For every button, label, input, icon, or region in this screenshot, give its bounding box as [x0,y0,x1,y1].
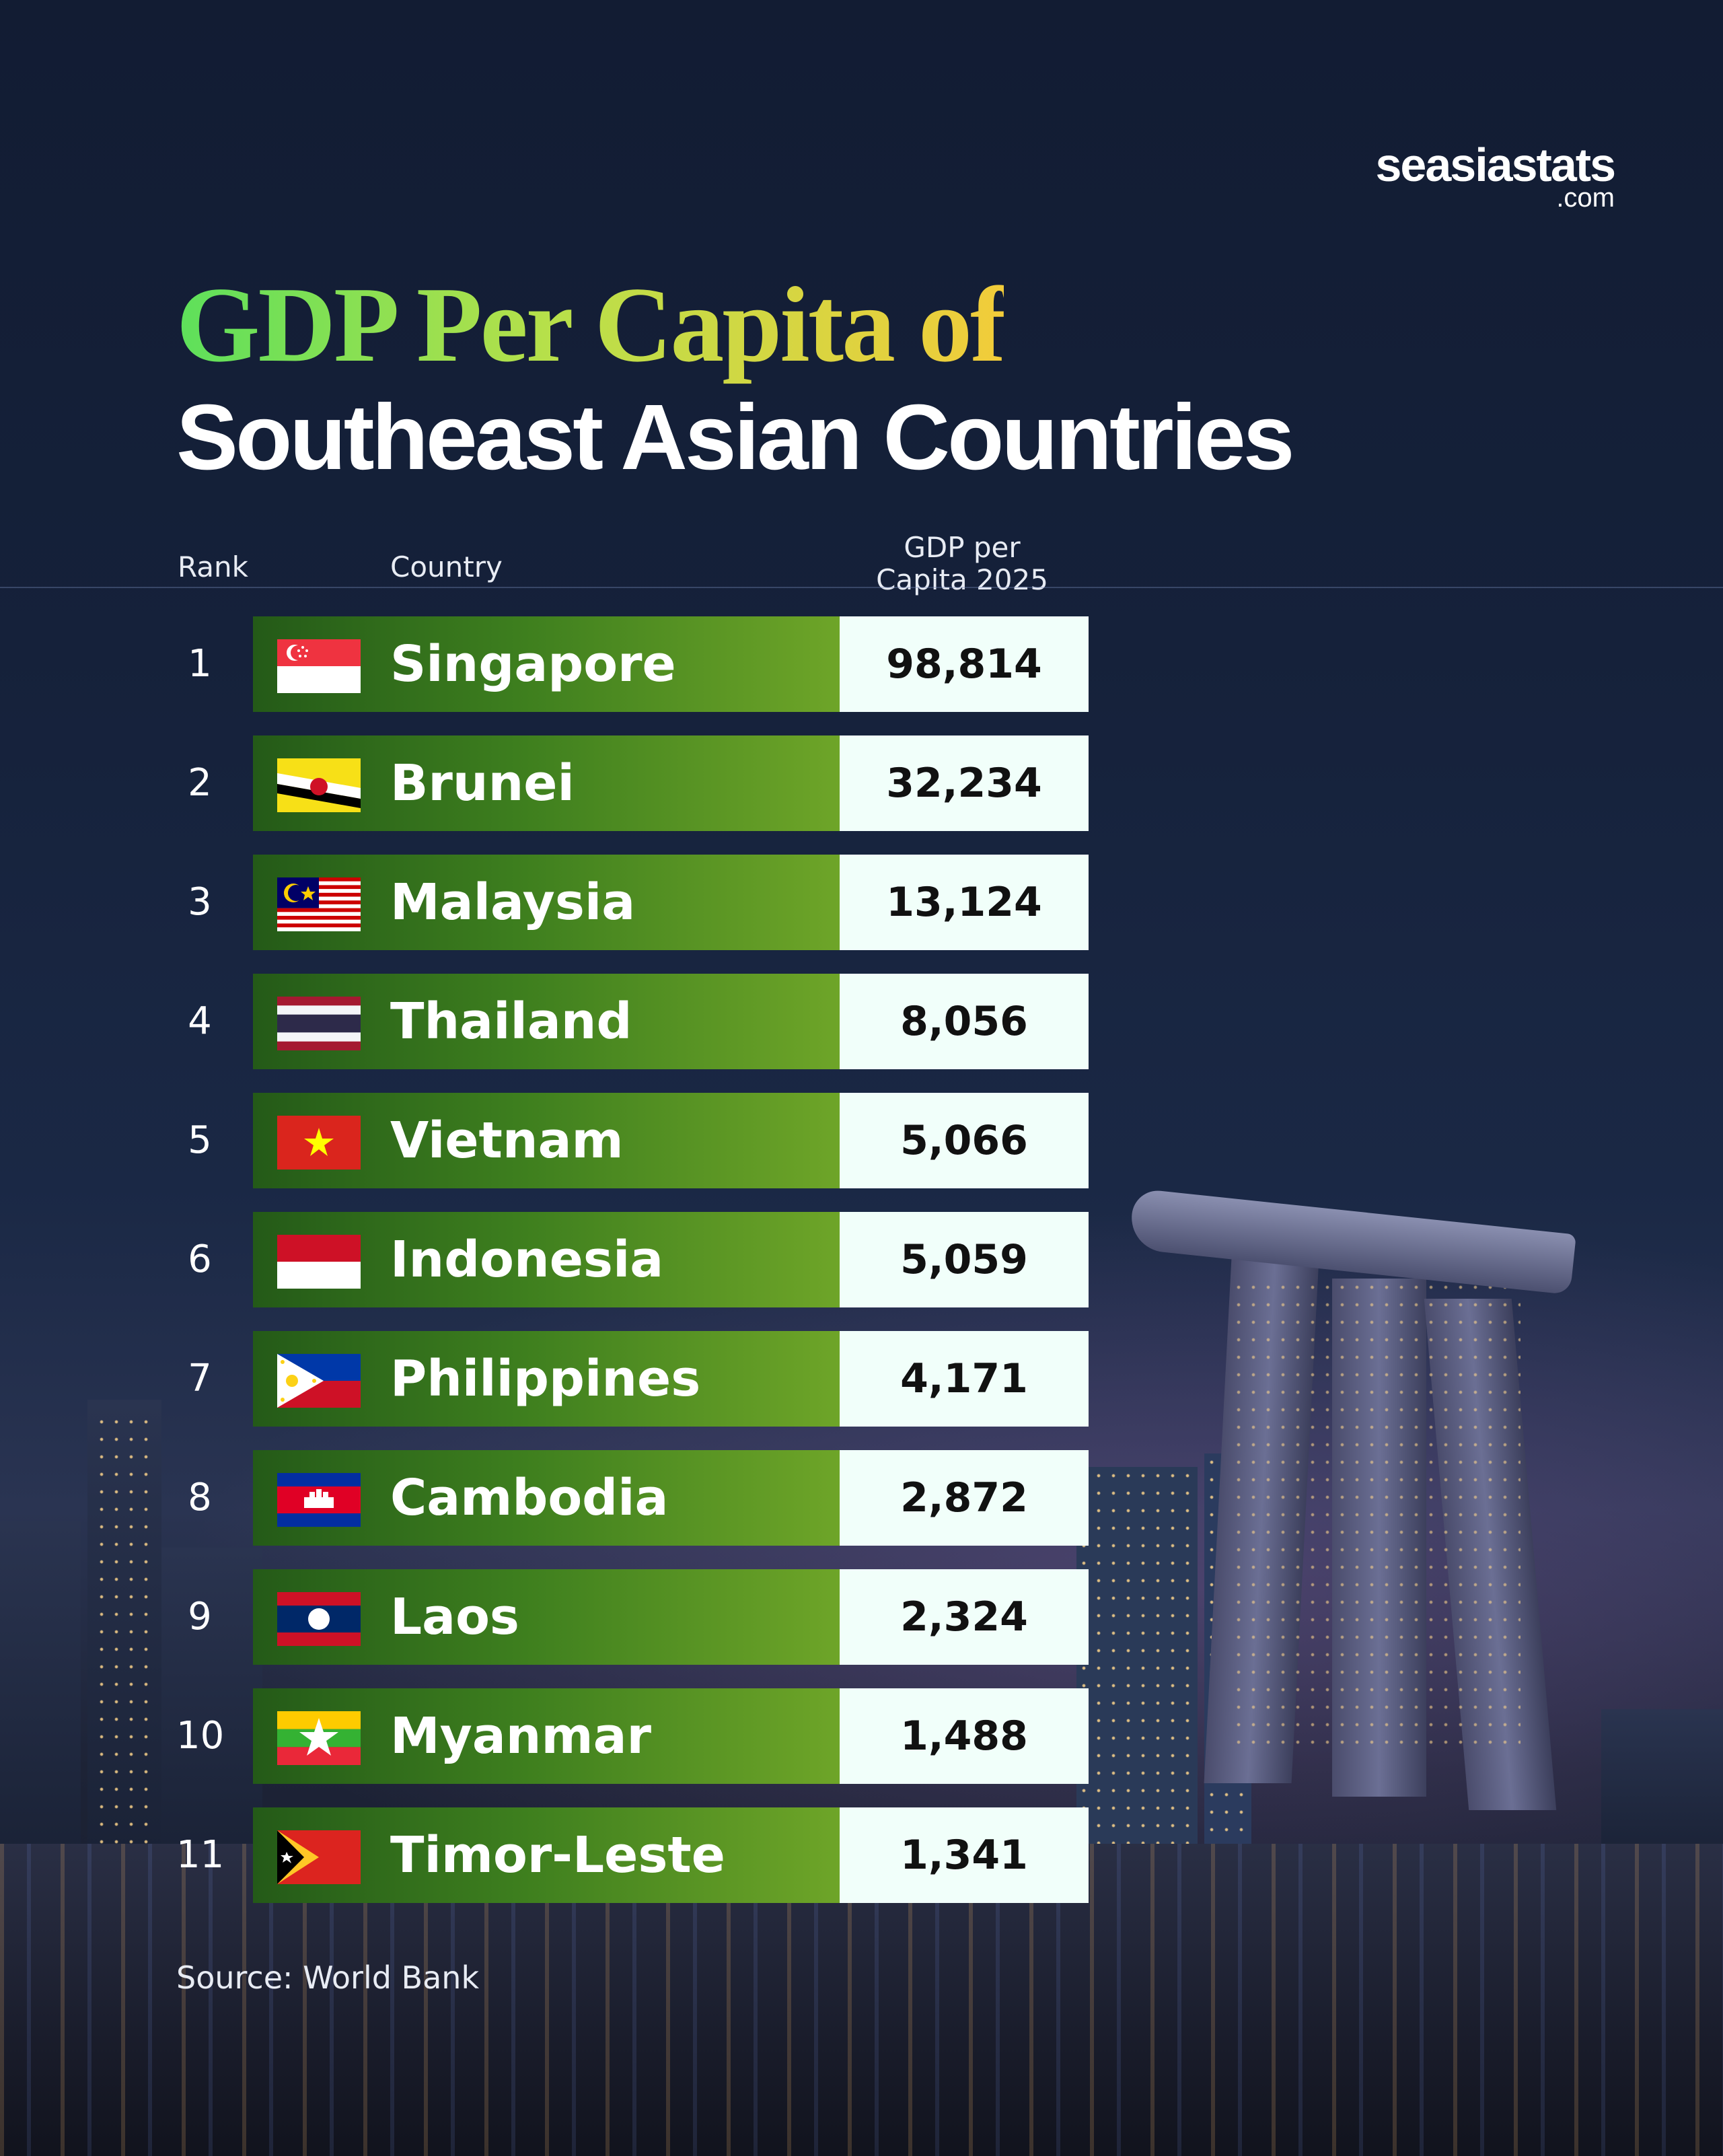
indonesia-flag-icon [277,1235,361,1289]
country-name: Indonesia [390,1212,663,1307]
thailand-flag-icon [277,997,361,1050]
table-row: 9 Laos 2,324 [0,1569,1090,1665]
country-name: Thailand [390,974,632,1069]
country-name: Singapore [390,616,676,712]
rank-cell: 10 [176,1688,223,1784]
header-divider [0,587,1723,588]
rank-cell: 5 [176,1093,223,1188]
table-row: 4 Thailand 8,056 [0,974,1090,1069]
hotel-lights [1231,1279,1520,1750]
philippines-flag-icon [277,1354,361,1408]
rank-cell: 6 [176,1212,223,1307]
table-row: 8 Cambodia 2,872 [0,1450,1090,1546]
header-gdp-line2: Capita 2025 [841,564,1083,596]
rank-cell: 2 [176,735,223,831]
table-row: 5 Vietnam 5,066 [0,1093,1090,1188]
table-row: 2 Brunei 32,234 [0,735,1090,831]
chart-title-line1: GDP Per Capita of [176,264,1004,385]
rank-cell: 7 [176,1331,223,1427]
laos-flag-icon [277,1592,361,1646]
gdp-value: 2,324 [840,1569,1089,1665]
gdp-value: 4,171 [840,1331,1089,1427]
table-row: 6 Indonesia 5,059 [0,1212,1090,1307]
header-rank: Rank [178,550,248,583]
gdp-value: 1,341 [840,1807,1089,1903]
brand-name: seasiastats [1346,141,1615,188]
source-note: Source: World Bank [176,1960,479,1996]
gdp-value: 13,124 [840,855,1089,950]
malaysia-flag-icon [277,877,361,931]
country-name: Brunei [390,735,575,831]
skyline-building [1601,1709,1723,1857]
header-gdp-line1: GDP per [841,532,1083,564]
table-row: 1 Singapore 98,814 [0,616,1090,712]
brand-logo: seasiastats .com [1346,141,1615,211]
rank-cell: 1 [176,616,223,712]
timor-leste-flag-icon [277,1830,361,1884]
brunei-flag-icon [277,758,361,812]
rank-cell: 11 [176,1807,223,1903]
skyline-building [1076,1467,1198,1844]
rank-cell: 3 [176,855,223,950]
table-row: 7 Philippines 4,171 [0,1331,1090,1427]
table-row: 11 Timor-Leste 1,341 [0,1807,1090,1903]
chart-title-line2: Southeast Asian Countries [176,384,1292,491]
vietnam-flag-icon [277,1116,361,1170]
table-row: 3 Malaysia 13,124 [0,855,1090,950]
header-country: Country [390,550,503,583]
country-name: Cambodia [390,1450,668,1546]
gdp-value: 98,814 [840,616,1089,712]
country-name: Laos [390,1569,519,1665]
gdp-value: 1,488 [840,1688,1089,1784]
cambodia-flag-icon [277,1473,361,1527]
rank-cell: 9 [176,1569,223,1665]
country-name: Myanmar [390,1688,651,1784]
myanmar-flag-icon [277,1711,361,1765]
gdp-value: 5,059 [840,1212,1089,1307]
table-row: 10 Myanmar 1,488 [0,1688,1090,1784]
gdp-value: 32,234 [840,735,1089,831]
gdp-value: 8,056 [840,974,1089,1069]
country-name: Philippines [390,1331,700,1427]
country-name: Malaysia [390,855,635,950]
singapore-flag-icon [277,639,361,693]
rank-cell: 4 [176,974,223,1069]
gdp-value: 2,872 [840,1450,1089,1546]
country-name: Vietnam [390,1093,624,1188]
gdp-value: 5,066 [840,1093,1089,1188]
rank-cell: 8 [176,1450,223,1546]
country-name: Timor-Leste [390,1807,725,1903]
